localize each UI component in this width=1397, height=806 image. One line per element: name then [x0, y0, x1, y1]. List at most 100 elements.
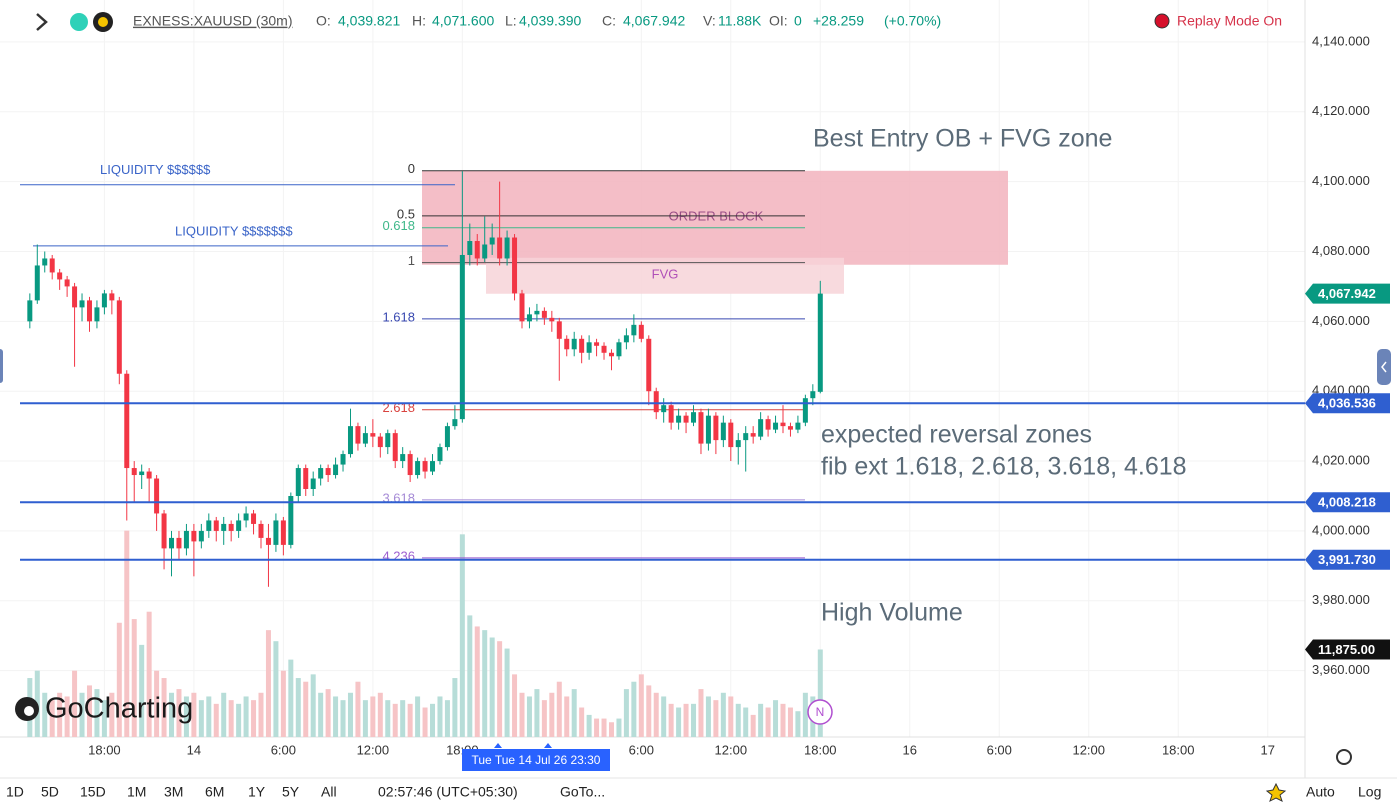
left-tab[interactable] — [0, 349, 3, 383]
y-tick-label: 4,020.000 — [1312, 452, 1370, 467]
candle-body — [318, 468, 324, 479]
candle-body — [49, 258, 55, 273]
ohlc-key: V: — [703, 13, 716, 29]
volume-bar — [198, 700, 204, 737]
volume-bar — [437, 696, 443, 737]
candle-body — [519, 293, 525, 322]
volume-bar — [333, 696, 339, 737]
volume-bar — [273, 641, 279, 737]
candle-body — [206, 520, 212, 531]
volume-bar — [705, 696, 711, 737]
candle-body — [623, 335, 629, 343]
ohlc-key: L: — [505, 13, 517, 29]
candle-body — [564, 338, 570, 350]
volume-bar — [370, 696, 376, 737]
range-button[interactable]: 5Y — [282, 784, 300, 800]
range-button[interactable]: 15D — [80, 784, 106, 800]
volume-bar — [146, 611, 152, 737]
candle-body — [362, 433, 368, 444]
volume-bar — [765, 707, 771, 737]
status-dot — [70, 13, 88, 31]
volume-bar — [355, 681, 361, 737]
y-tick-label: 4,120.000 — [1312, 103, 1370, 118]
range-button[interactable]: 3M — [164, 784, 183, 800]
goto-button[interactable]: GoTo... — [560, 784, 605, 800]
log-button[interactable]: Log — [1358, 784, 1381, 800]
range-button[interactable]: 1M — [127, 784, 146, 800]
level-price-label-box — [1305, 393, 1390, 414]
candle-body — [579, 338, 585, 353]
fib-label: 1 — [408, 253, 415, 268]
level-price-label-box — [1305, 549, 1390, 570]
ohlc-value: +28.259 — [813, 13, 864, 29]
volume-bar — [526, 696, 532, 737]
y-tick-label: 4,060.000 — [1312, 313, 1370, 328]
candle-body — [802, 398, 808, 423]
last-price-label-box — [1305, 283, 1390, 304]
candle-body — [176, 537, 182, 549]
replay-label[interactable]: Replay Mode On — [1177, 13, 1282, 29]
candle-body — [221, 523, 227, 531]
symbol[interactable]: EXNESS:XAUUSD (30m) — [133, 13, 292, 29]
candle-body — [556, 321, 562, 339]
range-button[interactable]: 6M — [205, 784, 224, 800]
last-price-label: 4,067.942 — [1318, 286, 1376, 301]
candle-body — [273, 520, 279, 545]
volume-bar — [713, 700, 719, 737]
fib-label: 4.236 — [382, 548, 415, 563]
range-button[interactable]: All — [321, 784, 337, 800]
candle-body — [415, 461, 421, 476]
volume-bar — [176, 689, 182, 737]
volume-bar — [422, 707, 428, 737]
volume-bar — [161, 678, 167, 737]
candle-body — [758, 419, 764, 437]
volume-bar — [79, 692, 85, 737]
ohlc-value: (+0.70%) — [884, 13, 941, 29]
right-tab-arrow — [1381, 361, 1387, 373]
collapse-icon[interactable] — [36, 13, 48, 31]
volume-bar — [221, 692, 227, 737]
auto-button[interactable]: Auto — [1306, 784, 1335, 800]
news-marker[interactable] — [807, 699, 833, 725]
volume-bar — [579, 707, 585, 737]
candle-body — [594, 342, 600, 346]
settings-icon[interactable] — [1336, 749, 1352, 765]
volume-bar — [698, 689, 704, 737]
candle-body — [467, 241, 473, 255]
y-tick-label: 3,960.000 — [1312, 662, 1370, 677]
candle-body — [683, 415, 689, 423]
volume-bar — [638, 674, 644, 737]
volume-bar — [489, 637, 495, 737]
candle-body — [288, 495, 294, 545]
range-button[interactable]: 5D — [41, 784, 59, 800]
candle-body — [512, 237, 518, 294]
candle-body — [549, 317, 555, 322]
candle-body — [526, 314, 532, 322]
range-button[interactable]: 1Y — [248, 784, 266, 800]
candle-body — [325, 468, 331, 476]
volume-bar — [512, 674, 518, 737]
y-tick-label: 4,080.000 — [1312, 243, 1370, 258]
candle-body — [705, 415, 711, 444]
candle-body — [407, 454, 413, 476]
candle-body — [86, 300, 92, 322]
volume-bar — [42, 692, 48, 737]
candle-body — [310, 478, 316, 490]
news-marker-letter: N — [816, 705, 825, 719]
volume-bar — [444, 700, 450, 737]
x-tick-label: 16 — [903, 742, 917, 757]
range-button[interactable]: 1D — [6, 784, 24, 800]
candle-body — [183, 530, 189, 549]
candle-body — [400, 454, 406, 462]
candle-body — [265, 537, 271, 545]
right-tab[interactable] — [1377, 349, 1391, 385]
candle-body — [631, 324, 637, 336]
candle-body — [169, 537, 175, 549]
fib-label: 0.5 — [397, 206, 415, 221]
volume-bar — [676, 707, 682, 737]
candle-body — [608, 352, 614, 357]
ohlc-value: 4,039.390 — [519, 13, 581, 29]
candle-body — [295, 468, 301, 496]
star-icon[interactable] — [1265, 782, 1287, 802]
volume-bar — [519, 692, 525, 737]
